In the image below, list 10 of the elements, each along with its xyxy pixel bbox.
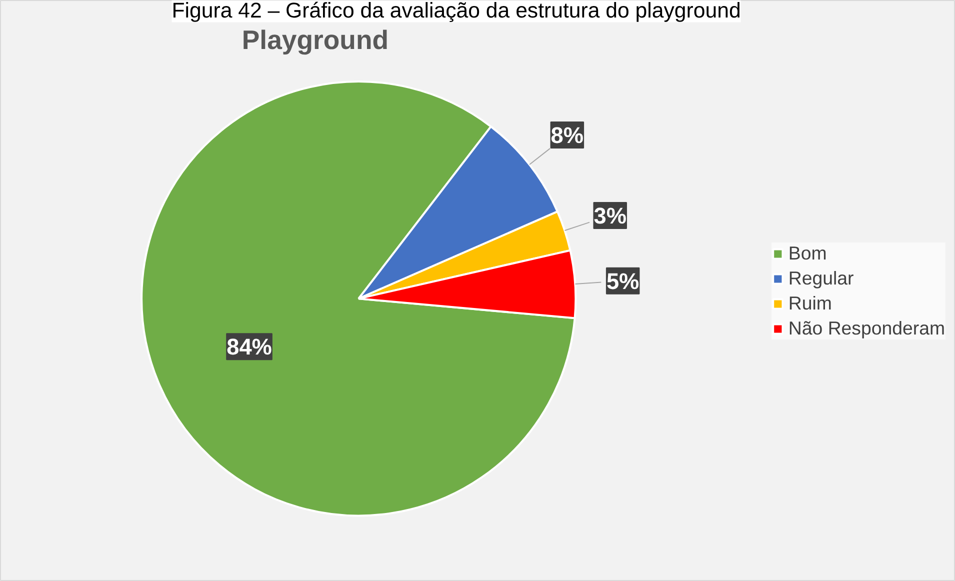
legend-label: Bom <box>788 242 827 264</box>
legend-label: Ruim <box>788 292 832 314</box>
chart-title: Playground <box>242 24 389 55</box>
legend-label: Não Responderam <box>788 317 945 339</box>
data-label: 3% <box>594 202 626 229</box>
data-label: 84% <box>226 334 272 360</box>
data-label: 8% <box>550 122 584 148</box>
legend-label: Regular <box>788 267 854 289</box>
data-label: 5% <box>606 268 640 294</box>
text: Figura 42 – Gráfico da avaliação da estrutura do playground <box>172 0 741 22</box>
